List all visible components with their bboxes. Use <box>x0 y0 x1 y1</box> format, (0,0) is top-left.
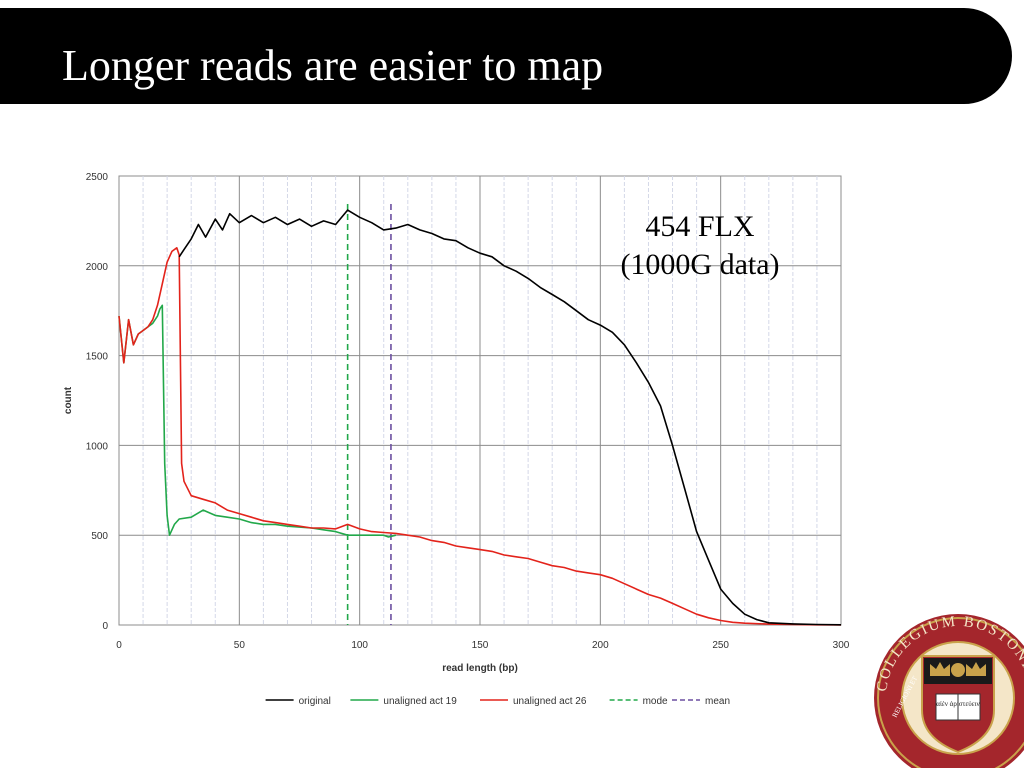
y-tick-label: 0 <box>102 621 108 632</box>
legend-label-mean: mean <box>705 696 730 707</box>
sun-icon <box>951 663 965 677</box>
annotation-line-2: (1000G data) <box>620 248 780 281</box>
y-tick-label: 2500 <box>86 172 109 183</box>
x-tick-label: 200 <box>592 640 609 651</box>
slide-title: Longer reads are easier to map <box>62 41 604 90</box>
y-axis-label: count <box>63 386 74 414</box>
series-original-line <box>178 209 842 626</box>
y-tick-label: 1000 <box>86 441 109 452</box>
y-tick-label: 2000 <box>86 262 109 273</box>
x-tick-label: 300 <box>833 640 850 651</box>
legend-label-mode: mode <box>643 696 668 707</box>
x-axis-label: read length (bp) <box>442 663 518 674</box>
y-tick-label: 1500 <box>86 352 109 363</box>
legend-label-unaligned-act-26: unaligned act 26 <box>513 696 587 707</box>
seal-book-motto: αἰὲν ἀριστεύειν <box>936 700 979 708</box>
chart-legend: original unaligned act 19 unaligned act 26… <box>265 696 730 707</box>
x-tick-label: 100 <box>351 640 368 651</box>
chart-annotation: 454 FLX (1000G data) <box>590 208 810 284</box>
x-tick-label: 0 <box>116 640 122 651</box>
x-tick-label: 150 <box>472 640 489 651</box>
crown-icon <box>930 662 950 676</box>
annotation-line-1: 454 FLX <box>645 210 755 243</box>
crown-icon <box>966 662 986 676</box>
legend-label-unaligned-act-19: unaligned act 19 <box>383 696 457 707</box>
title-bar: Longer reads are easier to map <box>0 8 1012 104</box>
legend-label-original: original <box>299 696 331 707</box>
chart-axes: 0 50 100 150 200 250 300 0 500 1000 1500 2000 2500 re… <box>63 172 850 674</box>
x-tick-label: 50 <box>234 640 246 651</box>
series-unaligned-act-26-line <box>118 247 842 626</box>
y-tick-label: 500 <box>91 531 108 542</box>
x-tick-label: 250 <box>712 640 729 651</box>
boston-college-seal-logo: RELIGIONI ET αἰὲν ἀριστεύειν COLLEGIUM B… <box>870 606 1024 768</box>
chart-series <box>118 204 842 626</box>
